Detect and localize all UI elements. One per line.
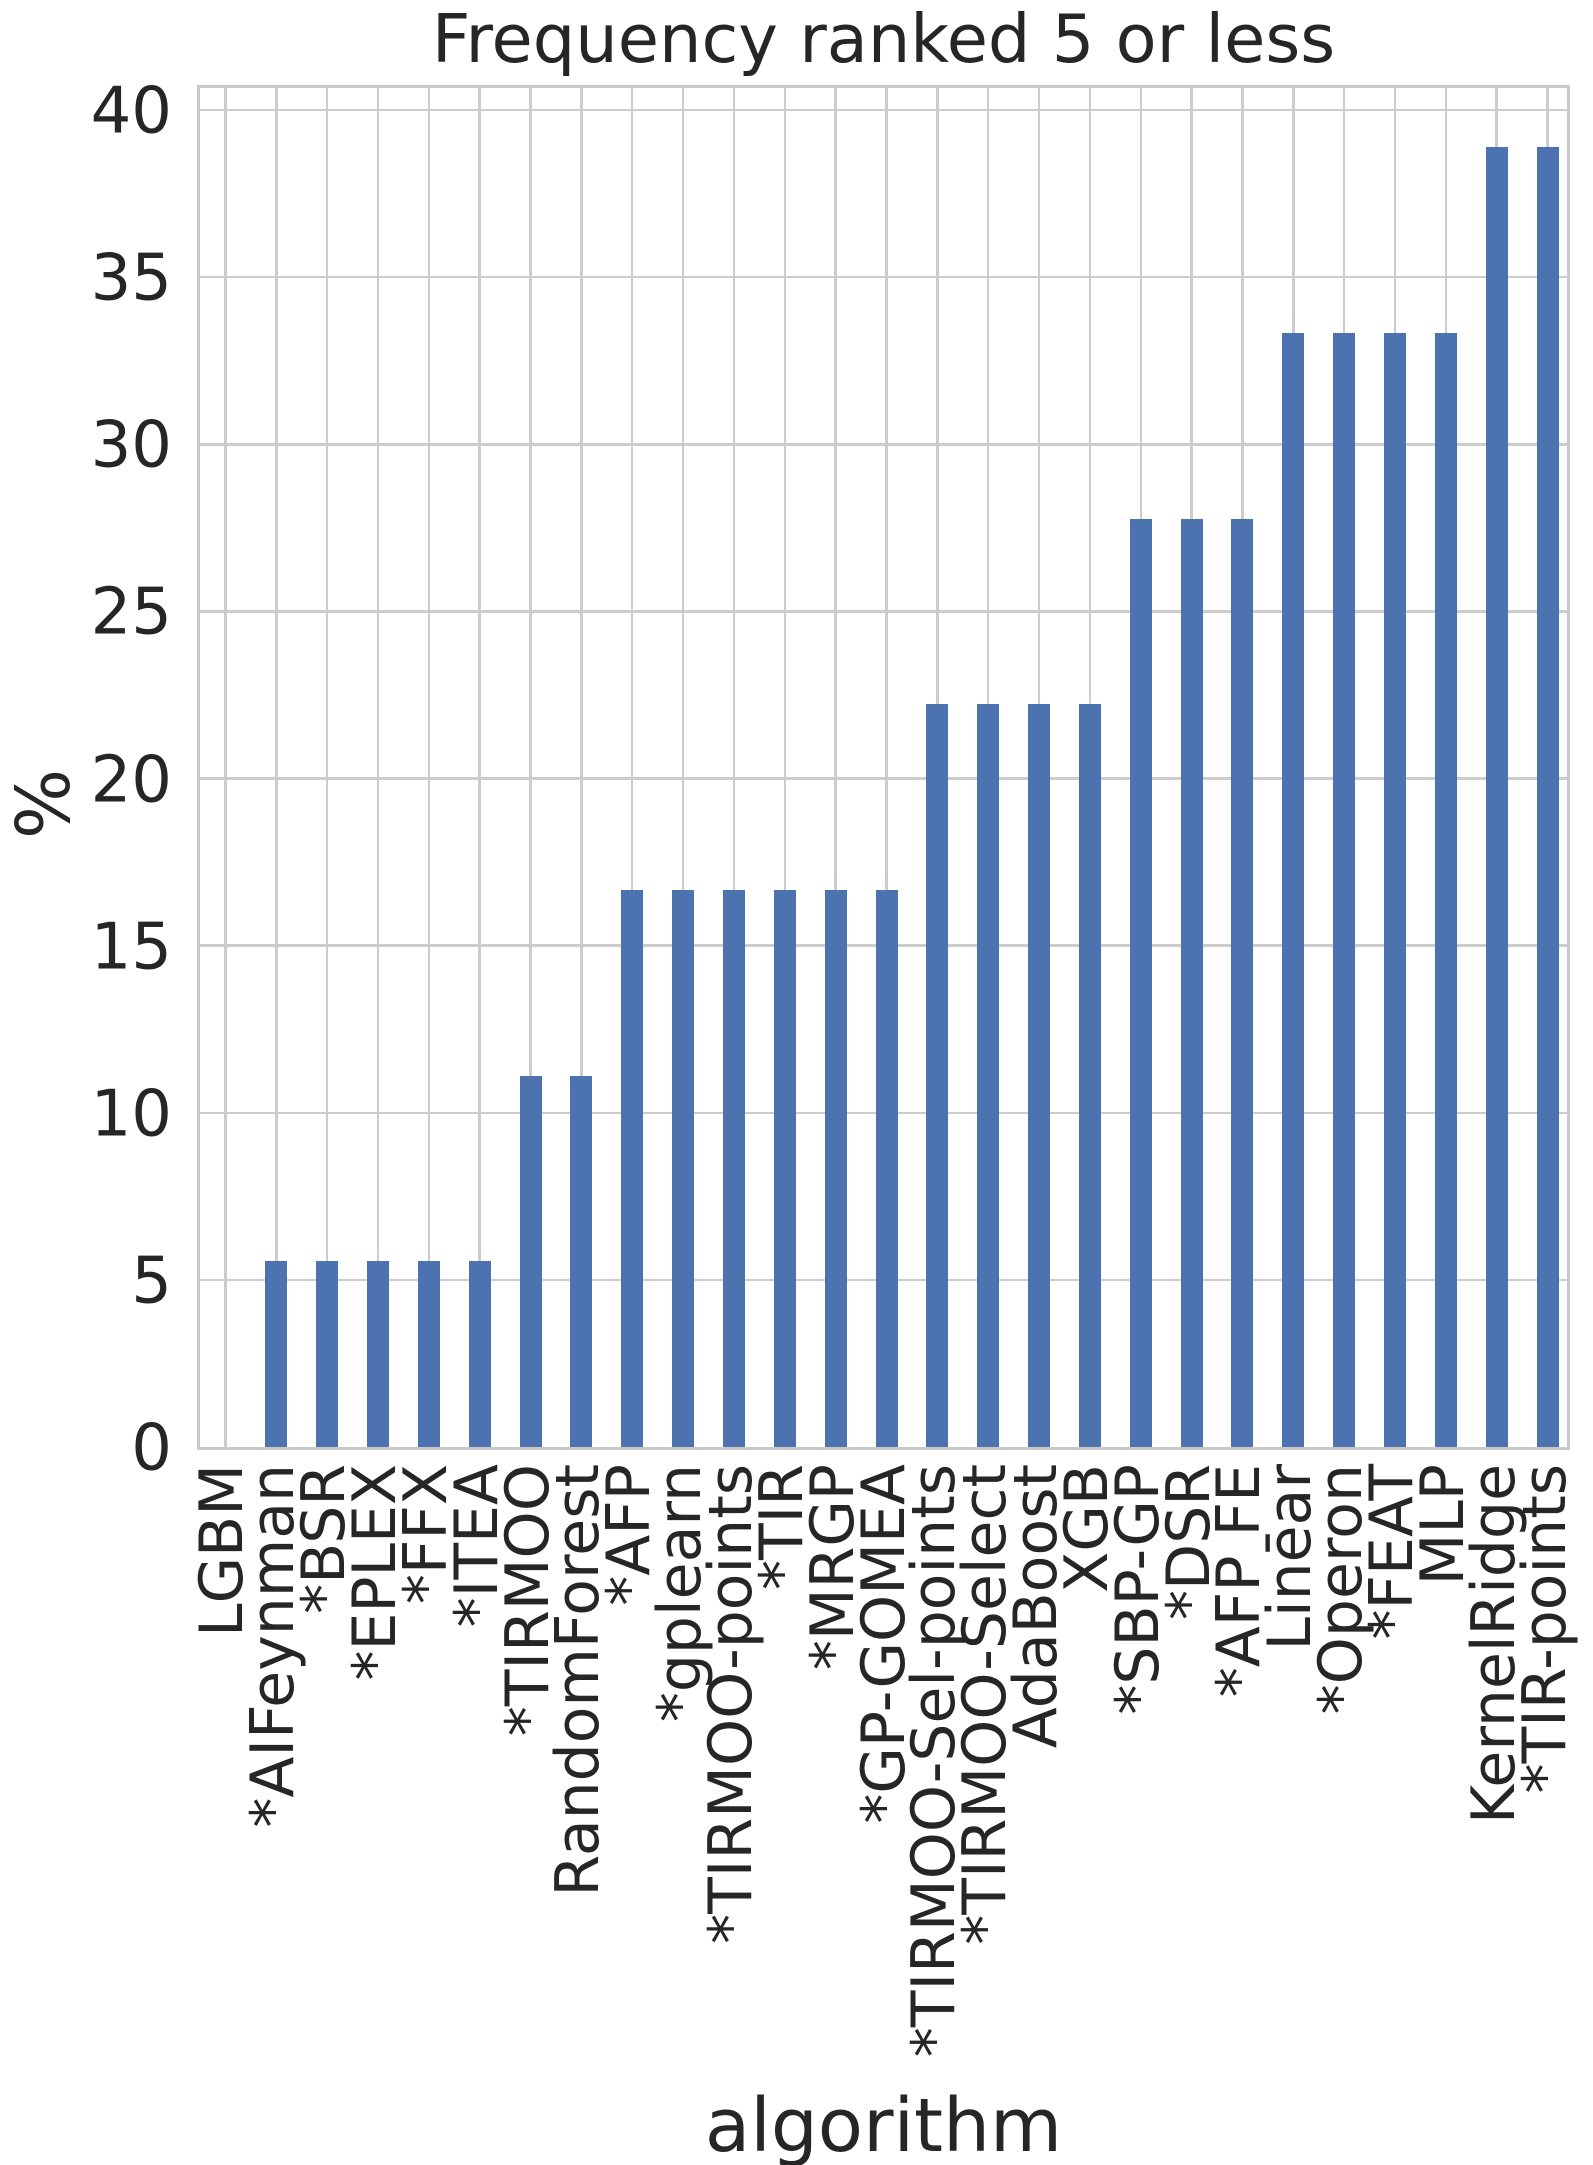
h-gridline [200,108,1567,112]
bar [1282,333,1305,1447]
bar [1028,704,1051,1447]
v-gridline [529,88,532,1447]
v-gridline [885,88,888,1447]
v-gridline [224,88,227,1447]
h-gridline [200,610,1567,613]
h-gridline [200,275,1567,279]
x-axis-label: algorithm [704,2083,1063,2165]
bar [1333,333,1356,1447]
bar [1180,518,1203,1447]
bar [570,1075,593,1447]
x-tick-label: *TIR-points [1509,1464,1580,1794]
bar [265,1261,288,1447]
v-gridline [834,88,837,1447]
v-gridline [681,88,685,1447]
bar [722,889,745,1447]
v-gridline [732,88,736,1447]
y-tick-label: 10 [90,1077,172,1152]
v-gridline [580,88,583,1447]
v-gridline [783,88,787,1447]
bar [1129,518,1152,1447]
h-gridline [200,443,1567,446]
chart-title: Frequency ranked 5 or less [431,0,1336,78]
y-tick-label: 15 [90,910,172,985]
bar [1434,333,1457,1447]
bar [417,1261,440,1447]
y-tick-label: 25 [90,576,172,651]
v-gridline [478,88,481,1447]
v-gridline [275,88,278,1447]
v-gridline [325,88,329,1447]
h-gridline [200,777,1567,780]
bar [316,1261,339,1447]
plot-area [197,85,1570,1450]
y-tick-label: 5 [131,1244,172,1319]
bar [1536,147,1559,1447]
y-tick-label: 35 [90,241,172,316]
v-gridline [427,88,431,1447]
bar [926,704,949,1447]
y-tick-label: 40 [90,74,172,149]
y-axis-label: % [1,768,87,840]
bar [468,1261,491,1447]
bar [977,704,1000,1447]
bar [1384,333,1407,1447]
v-gridline [630,88,634,1447]
y-tick-label: 20 [90,743,172,818]
bar [1078,704,1101,1447]
bar [621,889,644,1447]
v-gridline [376,88,380,1447]
bar [519,1075,542,1447]
bar [1485,147,1508,1447]
bar [672,889,695,1447]
bar [875,889,898,1447]
y-tick-label: 30 [90,409,172,484]
bar [824,889,847,1447]
bar [1231,518,1254,1447]
bar [366,1261,389,1447]
y-tick-label: 0 [131,1411,172,1486]
bar [773,889,796,1447]
